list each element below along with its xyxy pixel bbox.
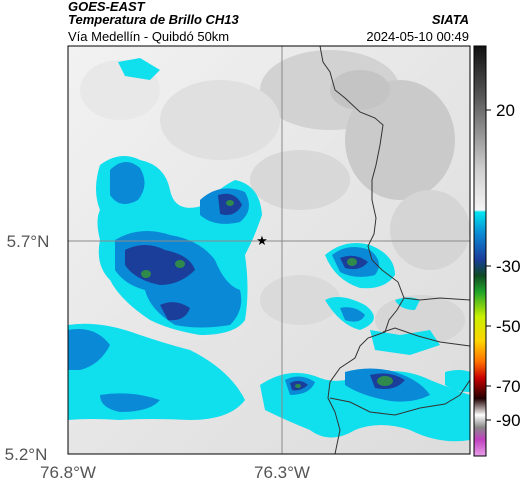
colorbar-tick-neg70: -70 bbox=[496, 377, 521, 396]
colorbar-tick-neg30: -30 bbox=[496, 257, 521, 276]
channel-title: Temperatura de Brillo CH13 bbox=[68, 12, 239, 27]
cloud-texture bbox=[80, 50, 470, 380]
lon-label-76.8: 76.8°W bbox=[40, 463, 96, 482]
colorbar-tick-20: 20 bbox=[496, 101, 515, 120]
colorbar-tick-neg90: -90 bbox=[496, 411, 521, 430]
lat-label-5.2: 5.2°N bbox=[5, 445, 48, 464]
lat-label-5.7: 5.7°N bbox=[7, 232, 50, 251]
map-frame bbox=[67, 45, 471, 455]
org-label: SIATA bbox=[431, 12, 469, 27]
datetime-label: 2024-05-10 00:49 bbox=[366, 29, 469, 44]
department-border-4 bbox=[403, 297, 470, 301]
colorbar-tick-neg50: -50 bbox=[496, 317, 521, 336]
map-area: ★ bbox=[68, 46, 470, 454]
region-subtitle: Vía Medellín - Quibdó 50km bbox=[68, 29, 230, 44]
department-border bbox=[319, 46, 405, 454]
colorbar: 20 -30 -50 -70 -90 bbox=[473, 45, 521, 457]
cold-cloud-green bbox=[141, 200, 393, 388]
lon-label-76.3: 76.3°W bbox=[254, 463, 310, 482]
product-title: GOES-EAST bbox=[68, 0, 145, 14]
department-border-3 bbox=[329, 379, 470, 416]
gridlines bbox=[68, 46, 470, 454]
department-border-2 bbox=[382, 327, 470, 347]
location-marker: ★ bbox=[256, 234, 268, 249]
